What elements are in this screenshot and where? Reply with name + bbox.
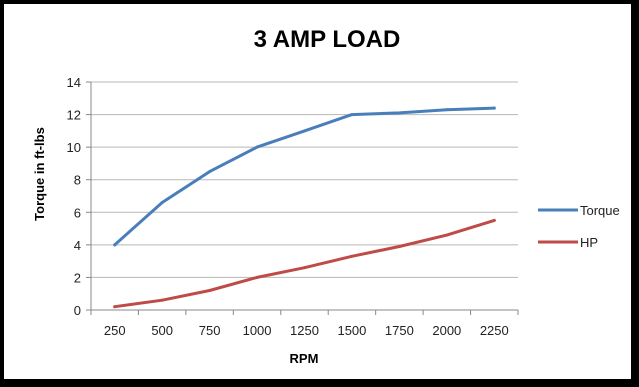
x-tick-label: 1250 — [290, 323, 319, 338]
y-tick-label: 4 — [74, 238, 81, 253]
x-tick-label: 1750 — [385, 323, 414, 338]
data-point — [113, 305, 117, 309]
y-tick-label: 0 — [74, 303, 81, 318]
x-tick-label: 1500 — [337, 323, 366, 338]
data-point — [208, 288, 212, 292]
y-axis-title: Torque in ft-lbs — [32, 127, 47, 221]
x-tick-label: 500 — [151, 323, 173, 338]
y-tick-label: 8 — [74, 173, 81, 188]
line-chart: 3 AMP LOAD 0 2 4 6 8 10 12 14 250 500 750 1000 1250… — [32, 26, 620, 366]
data-point — [160, 201, 164, 205]
chart-frame: 3 AMP LOAD 0 2 4 6 8 10 12 14 250 500 750 1000 1250… — [4, 4, 631, 379]
x-tick-label: 750 — [199, 323, 221, 338]
x-axis-title: RPM — [290, 351, 319, 366]
y-tick-label: 12 — [67, 108, 81, 123]
data-point — [445, 108, 449, 112]
data-point — [303, 129, 306, 133]
x-tick-label: 2000 — [432, 323, 461, 338]
y-tick-label: 2 — [74, 270, 81, 285]
y-tick-label: 6 — [74, 205, 81, 220]
x-tick-label: 1000 — [243, 323, 272, 338]
data-point — [492, 106, 496, 110]
data-point — [492, 218, 496, 222]
data-point — [113, 243, 117, 247]
data-point — [208, 170, 212, 174]
data-point — [255, 275, 259, 279]
data-point — [397, 111, 401, 115]
gridlines — [91, 81, 518, 278]
data-point — [445, 233, 449, 237]
series-line-torque — [113, 106, 496, 247]
y-tick-label: 10 — [67, 140, 81, 155]
legend: Torque HP — [538, 203, 620, 250]
series-lines — [113, 106, 496, 309]
data-point — [350, 254, 354, 258]
data-point — [303, 266, 306, 270]
legend-label: Torque — [580, 203, 620, 218]
y-axis-ticks: 0 2 4 6 8 10 12 14 — [67, 75, 91, 318]
chart-title: 3 AMP LOAD — [254, 26, 401, 53]
x-tick-label: 250 — [104, 323, 126, 338]
data-point — [350, 113, 354, 117]
legend-label: HP — [580, 235, 598, 250]
data-point — [160, 298, 164, 302]
data-point — [255, 145, 259, 149]
data-point — [397, 244, 401, 248]
axes — [90, 82, 518, 311]
x-tick-label: 2250 — [480, 323, 509, 338]
y-tick-label: 14 — [67, 75, 81, 90]
series-line-hp — [113, 218, 496, 309]
x-axis-ticks: 250 500 750 1000 1250 1500 1750 2000 2250 — [90, 310, 519, 338]
